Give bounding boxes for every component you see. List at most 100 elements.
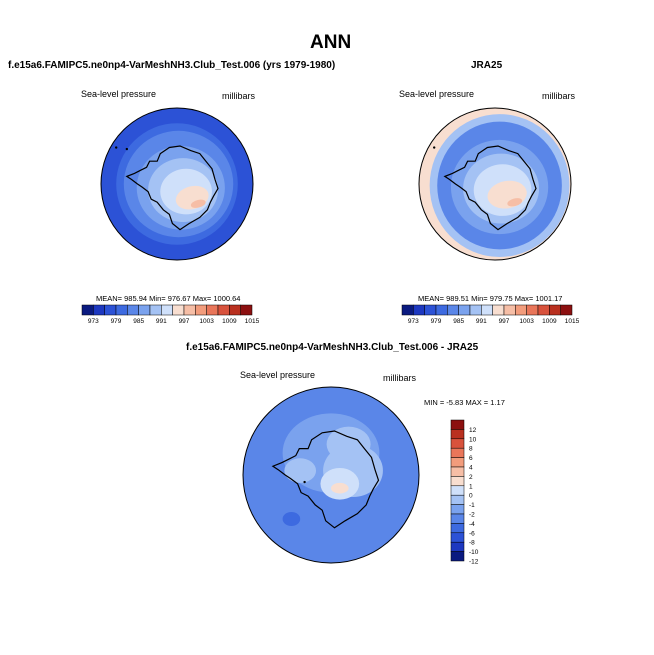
- map-border: [100, 107, 254, 261]
- colorbar-swatch: [450, 438, 465, 449]
- colorbar-swatch: [526, 304, 539, 316]
- island: [115, 146, 118, 149]
- colorbar-tick-label: 1015: [245, 318, 260, 325]
- colorbar-swatch: [206, 304, 219, 316]
- colorbar-swatch: [172, 304, 185, 316]
- colorbar-tick-label: 0: [469, 493, 473, 500]
- coastline: [271, 430, 380, 529]
- page-title: ANN: [310, 32, 352, 53]
- contour-fill: [190, 199, 206, 208]
- colorbar-swatch: [515, 304, 527, 316]
- colorbar-swatch: [549, 304, 561, 316]
- colorbar-tick-label: 12: [469, 427, 477, 434]
- colorbar-swatch: [450, 485, 465, 496]
- colorbar-swatch: [469, 304, 482, 316]
- colorbar-tick-label: 8: [469, 446, 473, 453]
- contour-fill: [507, 198, 523, 207]
- coastline: [125, 145, 219, 231]
- colorbar-tick-label: -6: [469, 530, 475, 537]
- panel3-title: f.e15a6.FAMIPC5.ne0np4-VarMeshNH3.Club_T…: [186, 342, 479, 353]
- colorbar-tick-label: 979: [431, 318, 442, 325]
- colorbar-swatch: [138, 304, 151, 316]
- colorbar-swatch: [149, 304, 162, 316]
- colorbar-swatch: [195, 304, 207, 316]
- colorbar-swatch: [450, 532, 465, 543]
- colorbar-swatch: [450, 494, 465, 505]
- panel1-variable-label: Sea-level pressure: [81, 89, 157, 99]
- map-panel-2: [418, 107, 572, 261]
- colorbar-tick-label: -2: [469, 512, 475, 519]
- contour-fill: [331, 482, 349, 494]
- map-panel-1: [100, 107, 254, 261]
- colorbar-tick-label: 1003: [519, 318, 534, 325]
- colorbar-swatch: [503, 304, 516, 316]
- colorbar-tick-label: 1009: [222, 318, 237, 325]
- colorbar-tick-label: 991: [476, 318, 487, 325]
- colorbar-tick-label: 1009: [542, 318, 557, 325]
- colorbar-swatch: [447, 304, 459, 316]
- colorbar-tick-label: -10: [469, 549, 479, 556]
- colorbar-tick-label: -1: [469, 502, 475, 509]
- contour-fill: [282, 511, 301, 527]
- colorbar-swatch: [127, 304, 139, 316]
- colorbar-swatch: [104, 304, 117, 316]
- colorbar-tick-label: -4: [469, 521, 475, 528]
- colorbar-swatch: [450, 504, 465, 515]
- colorbar-swatch: [481, 304, 493, 316]
- panel1-title: f.e15a6.FAMIPC5.ne0np4-VarMeshNH3.Club_T…: [8, 60, 336, 71]
- colorbar-swatch: [81, 304, 94, 316]
- colorbar-swatch: [93, 304, 105, 316]
- colorbar-tick-label: 6: [469, 455, 473, 462]
- colorbar-swatch: [401, 304, 414, 316]
- colorbar-swatch: [450, 541, 465, 552]
- island: [125, 147, 129, 151]
- colorbar-swatch: [537, 304, 550, 316]
- panel2-units-label: millibars: [542, 91, 576, 101]
- panel3-units-label: millibars: [383, 373, 417, 383]
- colorbar-swatch: [450, 419, 465, 430]
- panel2-title: JRA25: [471, 60, 503, 71]
- map-border: [242, 386, 420, 564]
- colorbar-swatch: [560, 304, 573, 316]
- coastline: [443, 145, 537, 231]
- colorbar-swatch: [229, 304, 241, 316]
- colorbar-tick-label: 985: [453, 318, 464, 325]
- colorbar-swatch: [450, 447, 465, 458]
- panel3-variable-label: Sea-level pressure: [240, 370, 316, 380]
- colorbar-tick-label: 985: [133, 318, 144, 325]
- colorbar-tick-label: 2: [469, 474, 473, 481]
- colorbar-swatch: [161, 304, 173, 316]
- colorbar-tick-label: 10: [469, 436, 477, 443]
- colorbar-swatch: [413, 304, 425, 316]
- colorbar-swatch: [492, 304, 505, 316]
- colorbar-swatch: [424, 304, 437, 316]
- colorbar-swatch: [450, 513, 465, 524]
- contour-fill: [284, 458, 317, 483]
- colorbar-swatch: [450, 457, 465, 468]
- map-panel-3: [242, 386, 420, 564]
- panel3-stats: MIN = -5.83 MAX = 1.17: [424, 398, 505, 407]
- map-border: [418, 107, 572, 261]
- colorbar-swatch: [450, 466, 465, 477]
- colorbar-panel1: 973 979 985 991 997 1003 1009 1015: [81, 304, 260, 325]
- colorbar-tick-label: 1003: [199, 318, 214, 325]
- island: [433, 146, 436, 149]
- colorbar-swatch: [458, 304, 471, 316]
- colorbar-swatch: [240, 304, 253, 316]
- panel1-stats: MEAN= 985.94 Min= 976.67 Max= 1000.64: [96, 294, 241, 303]
- colorbar-swatch: [217, 304, 230, 316]
- colorbar-tick-label: 1015: [565, 318, 580, 325]
- colorbar-swatch: [450, 551, 465, 562]
- colorbar-tick-label: 4: [469, 465, 473, 472]
- colorbar-swatch: [115, 304, 128, 316]
- colorbar-swatch: [450, 429, 465, 440]
- colorbar-tick-label: -12: [469, 559, 479, 566]
- colorbar-tick-label: 973: [88, 318, 99, 325]
- panel1-units-label: millibars: [222, 91, 256, 101]
- colorbar-swatch: [450, 476, 465, 487]
- panel2-stats: MEAN= 989.51 Min= 979.75 Max= 1001.17: [418, 294, 563, 303]
- colorbar-panel2: 973 979 985 991 997 1003 1009 1015: [401, 304, 580, 325]
- colorbar-swatch: [450, 523, 465, 534]
